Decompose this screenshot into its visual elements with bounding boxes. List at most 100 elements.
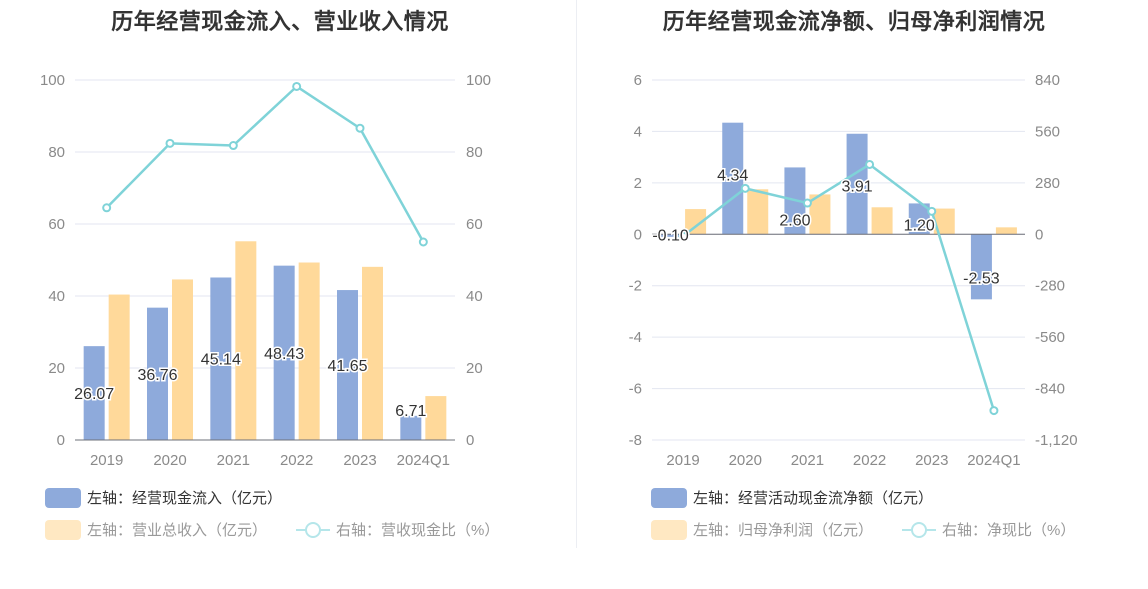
right-axis-tick-label: 0	[1035, 226, 1043, 243]
bar-secondary	[685, 209, 707, 235]
left-axis-tick-label: -6	[629, 381, 642, 398]
legend-label: 左轴：经营活动现金流净额（亿元）	[693, 490, 934, 507]
ratio-point	[802, 198, 812, 208]
right-chart-title: 历年经营现金流净额、归母净利润情况	[662, 9, 1046, 34]
bar-value-label: -0.10	[652, 227, 689, 244]
right-legend-net-cash[interactable]: 左轴：经营活动现金流净额（亿元）	[651, 487, 933, 508]
right-legend-ratio[interactable]: 右轴：净现比（%）	[902, 519, 1075, 540]
legend-label: 左轴：营业总收入（亿元）	[87, 522, 268, 539]
left-axis-tick-label: -2	[629, 278, 642, 295]
bar-secondary	[298, 262, 320, 440]
bar-value-label: 48.43	[264, 346, 304, 363]
legend-label: 右轴：净现比（%）	[942, 522, 1076, 539]
right-axis-tick-label: 60	[466, 216, 483, 233]
x-axis-tick-label: 2023	[343, 452, 376, 469]
bar-primary	[210, 277, 232, 440]
ratio-point	[989, 406, 999, 416]
left-legend-revenue[interactable]: 左轴：营业总收入（亿元）	[45, 519, 267, 540]
legend-swatch-bar	[651, 519, 687, 540]
x-axis-tick-label: 2019	[90, 452, 123, 469]
bar-primary	[846, 133, 868, 235]
left-chart-title: 历年经营现金流入、营业收入情况	[111, 9, 449, 34]
bar-value-label: 1.20	[904, 217, 935, 234]
legend-swatch-line	[296, 520, 330, 540]
bar-value-label: 6.71	[395, 403, 426, 420]
x-axis-tick-label: 2021	[791, 452, 824, 469]
bar-primary	[722, 122, 744, 235]
right-axis-tick-label: 80	[466, 144, 483, 161]
bar-secondary	[871, 207, 893, 235]
ratio-point	[355, 123, 365, 133]
left-axis-tick-label: 60	[48, 216, 65, 233]
left-axis-tick-label: 0	[57, 432, 65, 449]
legend-swatch-bar	[45, 519, 81, 540]
right-axis-tick-label: 0	[466, 432, 474, 449]
left-legend-ratio[interactable]: 右轴：营收现金比（%）	[296, 519, 499, 540]
legend-label: 左轴：经营现金流入（亿元）	[87, 490, 283, 507]
bar-secondary	[933, 208, 955, 235]
left-legend-cash-inflow[interactable]: 左轴：经营现金流入（亿元）	[45, 487, 282, 508]
bar-primary	[337, 290, 358, 440]
bar-primary	[660, 234, 682, 237]
left-axis-tick-label: 20	[48, 360, 65, 377]
left-axis-tick-label: -8	[629, 432, 642, 449]
bar-secondary	[425, 396, 447, 440]
right-axis-tick-label: 20	[466, 360, 483, 377]
bar-primary	[908, 203, 930, 235]
bar-secondary	[172, 279, 193, 440]
bar-value-label: 45.14	[201, 352, 241, 369]
bar-value-label: 41.65	[327, 358, 367, 375]
x-axis-tick-label: 2024Q1	[397, 452, 450, 469]
bar-secondary	[995, 227, 1017, 235]
panel-divider	[576, 0, 577, 548]
left-axis-tick-label: 2	[634, 175, 642, 192]
bar-primary	[273, 265, 295, 440]
x-axis-tick-label: 2023	[915, 452, 948, 469]
legend-label: 右轴：营收现金比（%）	[336, 522, 500, 539]
right-axis-tick-label: 560	[1035, 123, 1060, 140]
x-axis-tick-label: 2022	[853, 452, 886, 469]
right-axis-tick-label: 100	[466, 72, 491, 89]
ratio-point	[865, 159, 875, 169]
bar-value-label: 36.76	[137, 367, 177, 384]
bar-secondary	[108, 294, 130, 440]
bar-secondary	[809, 194, 831, 235]
bar-value-label: -2.53	[963, 270, 1000, 287]
left-chart-panel: 历年经营现金流入、营业收入情况 0 20 40 60 80 100 0 20 40 60 80 100…	[40, 9, 499, 540]
ratio-point	[678, 231, 688, 241]
bar-value-label: 2.60	[779, 212, 810, 229]
right-legend-net-profit[interactable]: 左轴：归母净利润（亿元）	[651, 519, 873, 540]
bar-secondary	[747, 189, 769, 235]
bar-primary	[83, 346, 105, 440]
right-axis-tick-label: 840	[1035, 72, 1060, 89]
legend-label: 左轴：归母净利润（亿元）	[693, 522, 874, 539]
bar-value-label: 3.91	[842, 179, 873, 196]
ratio-point	[927, 206, 937, 216]
left-axis-tick-label: -4	[629, 329, 642, 346]
ratio-point	[740, 183, 750, 193]
x-axis-tick-label: 2021	[217, 452, 250, 469]
x-axis-tick-label: 2019	[666, 452, 699, 469]
bar-primary	[400, 415, 422, 440]
ratio-point	[418, 237, 428, 247]
left-axis-tick-label: 4	[634, 123, 642, 140]
bar-secondary	[362, 266, 383, 440]
ratio-point	[102, 203, 112, 213]
left-axis-tick-label: 40	[48, 288, 65, 305]
right-chart-plot: -8 -6 -4 -2 0 2 4 6 -1,120 -840 -560 -280 0 280 560 840…	[629, 72, 1078, 469]
left-chart-plot: 0 20 40 60 80 100 0 20 40 60 80 100 2019 2020 2021 2022…	[40, 72, 491, 469]
bar-value-label: 4.34	[717, 168, 748, 185]
ratio-line	[682, 163, 996, 411]
right-axis-tick-label: -840	[1035, 381, 1065, 398]
bar-secondary	[235, 241, 257, 440]
right-axis-tick-label: -560	[1035, 329, 1065, 346]
bar-primary	[970, 234, 992, 300]
x-axis-tick-label: 2020	[153, 452, 186, 469]
bar-value-label: 26.07	[74, 386, 114, 403]
left-axis-tick-label: 0	[634, 226, 642, 243]
left-axis-tick-label: 80	[48, 144, 65, 161]
x-axis-tick-label: 2022	[280, 452, 313, 469]
legend-swatch-bar	[45, 487, 81, 508]
x-axis-tick-label: 2024Q1	[967, 452, 1020, 469]
ratio-point	[228, 141, 238, 151]
